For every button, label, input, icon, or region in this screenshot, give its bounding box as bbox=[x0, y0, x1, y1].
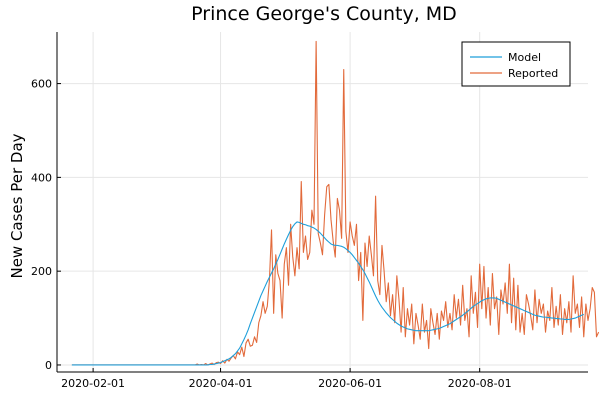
grid-layer bbox=[57, 32, 588, 372]
legend: Model Reported bbox=[461, 41, 571, 87]
legend-label-model: Model bbox=[508, 51, 541, 64]
series-line-model bbox=[71, 221, 584, 366]
y-tick-label: 0 bbox=[45, 359, 52, 372]
series-layer bbox=[71, 40, 600, 366]
legend-label-reported: Reported bbox=[508, 67, 558, 80]
chart-title: Prince George's County, MD bbox=[191, 3, 457, 25]
y-axis-label: New Cases Per Day bbox=[8, 133, 26, 278]
x-tick-label: 2020-08-01 bbox=[448, 377, 512, 390]
legend-box bbox=[461, 41, 571, 87]
y-tick-label: 600 bbox=[31, 78, 52, 91]
x-tick-label: 2020-04-01 bbox=[189, 377, 253, 390]
x-tick-label: 2020-06-01 bbox=[318, 377, 382, 390]
y-tick-label: 400 bbox=[31, 171, 52, 184]
x-tick-labels: 2020-02-01 2020-04-01 2020-06-01 2020-08-01 bbox=[61, 377, 512, 390]
axes-layer bbox=[56, 32, 588, 373]
y-tick-labels: 0 200 400 600 bbox=[31, 78, 52, 372]
x-tick-label: 2020-02-01 bbox=[61, 377, 125, 390]
y-tick-label: 200 bbox=[31, 265, 52, 278]
series-line-reported bbox=[71, 40, 600, 366]
